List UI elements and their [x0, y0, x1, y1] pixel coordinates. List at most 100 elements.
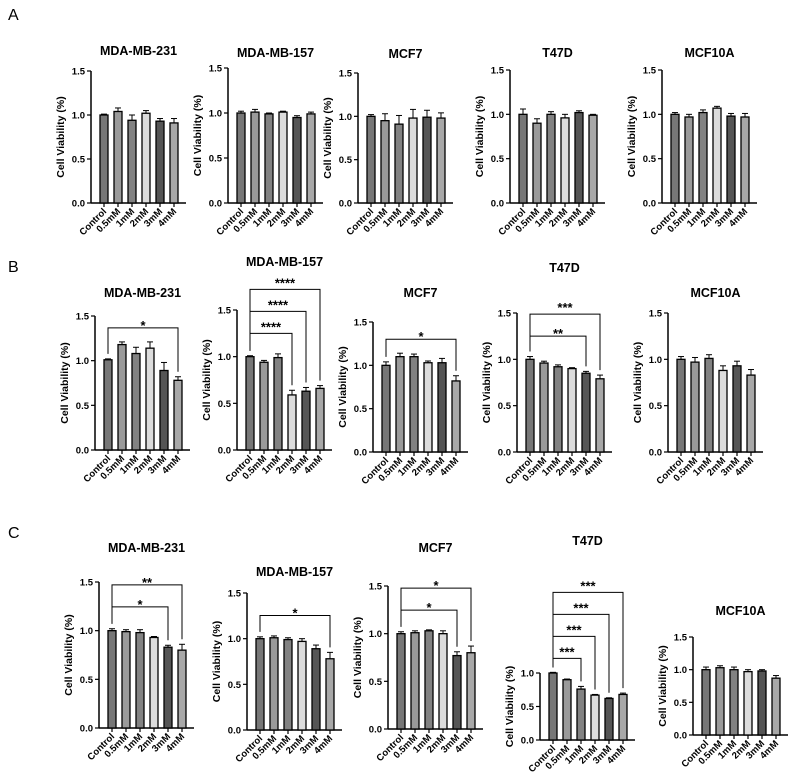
significance-label: ** [553, 326, 564, 341]
y-tick-label: 1.5 [491, 66, 505, 77]
bar [562, 679, 572, 741]
bar [163, 646, 173, 729]
significance-label: *** [559, 644, 575, 659]
chart-panel: MDA-MB-231 0.0 0.5 1.0 1.5 Cell Viability (%)… [55, 44, 186, 238]
bar [518, 113, 528, 204]
chart-title: MDA-MB-157 [246, 255, 323, 269]
bar [732, 365, 742, 453]
bar [560, 117, 570, 204]
y-axis-label: Cell Viability (%) [632, 342, 644, 424]
bar [424, 630, 434, 730]
y-axis-label: Cell Viability (%) [337, 346, 349, 428]
chart-title: MDA-MB-231 [108, 541, 185, 555]
bar [127, 119, 137, 204]
significance-label: * [137, 597, 143, 612]
bar [532, 122, 542, 204]
y-tick-label: 1.5 [643, 66, 657, 77]
significance-label: *** [557, 300, 573, 315]
significance-label: * [418, 329, 424, 344]
chart-title: MDA-MB-157 [237, 46, 314, 60]
bar [466, 652, 476, 730]
significance-bracket [385, 338, 457, 371]
significance-bracket [107, 327, 179, 372]
bar [690, 361, 700, 453]
panel-label-a: A [8, 7, 19, 24]
bar [422, 116, 432, 204]
bar [590, 694, 600, 741]
chart-title: T47D [549, 261, 580, 275]
y-tick-label: 1.5 [80, 578, 94, 589]
bar [287, 394, 297, 451]
y-tick-label: 0.0 [649, 448, 662, 459]
y-tick-label: 1.5 [649, 309, 663, 320]
y-axis-label: Cell Viability (%) [201, 339, 213, 421]
bar [743, 670, 753, 736]
bar [726, 115, 736, 204]
y-axis-label: Cell Viability (%) [352, 617, 364, 699]
bar [438, 633, 448, 730]
y-axis-label: Cell Viability (%) [474, 96, 486, 178]
y-tick-label: 0.5 [339, 155, 353, 166]
significance-label: *** [580, 578, 596, 593]
y-tick-label: 1.0 [72, 111, 85, 122]
bar [452, 654, 462, 730]
y-tick-label: 1.5 [369, 582, 383, 593]
panel-label-c: C [8, 525, 20, 542]
panel-label-b: B [8, 259, 19, 276]
bar [436, 117, 446, 204]
significance-label: *** [566, 622, 582, 637]
bar [437, 362, 447, 453]
y-tick-label: 1.5 [209, 64, 223, 75]
bar [670, 113, 680, 204]
bar [325, 658, 335, 731]
significance-bracket [249, 288, 321, 381]
y-tick-label: 0.5 [76, 401, 90, 412]
bar [236, 112, 246, 204]
bar [278, 111, 288, 204]
y-tick-label: 0.0 [491, 199, 504, 210]
y-tick-label: 1.0 [643, 110, 656, 121]
y-tick-label: 0.0 [80, 724, 93, 735]
y-tick-label: 1.0 [228, 634, 241, 645]
y-tick-label: 1.0 [354, 361, 367, 372]
bar [117, 343, 127, 451]
chart-panel: MDA-MB-231 0.0 0.5 1.0 1.5 Cell Viability (%)… [63, 541, 194, 763]
chart-title: MCF7 [388, 47, 422, 61]
y-tick-label: 1.0 [339, 112, 352, 123]
significance-bracket [400, 587, 472, 642]
bar [264, 113, 274, 204]
bar [746, 374, 756, 453]
bar [283, 638, 293, 731]
significance-label: **** [268, 297, 289, 312]
y-tick-label: 1.0 [218, 352, 231, 363]
y-tick-label: 0.5 [72, 155, 86, 166]
y-tick-label: 0.0 [228, 726, 241, 737]
y-tick-label: 1.5 [72, 67, 86, 78]
y-tick-label: 1.0 [369, 629, 382, 640]
bar [121, 630, 131, 729]
y-tick-label: 1.0 [674, 665, 687, 676]
bar [409, 356, 419, 453]
bar [548, 672, 558, 741]
y-tick-label: 0.5 [80, 675, 94, 686]
y-tick-label: 0.0 [218, 446, 231, 457]
significance-label: **** [275, 275, 296, 290]
y-tick-label: 0.5 [209, 154, 223, 165]
bar [676, 358, 686, 453]
bar [588, 114, 598, 204]
y-axis-label: Cell Viability (%) [322, 97, 334, 179]
y-tick-label: 1.5 [354, 318, 368, 329]
bar [604, 697, 614, 741]
bar [380, 120, 390, 204]
chart-title: MDA-MB-157 [256, 565, 333, 579]
significance-bracket [111, 584, 183, 640]
bar [574, 111, 584, 204]
bar [107, 630, 117, 729]
significance-label: * [433, 578, 439, 593]
bar [173, 379, 183, 451]
y-tick-label: 1.0 [80, 626, 93, 637]
bar [255, 638, 265, 731]
